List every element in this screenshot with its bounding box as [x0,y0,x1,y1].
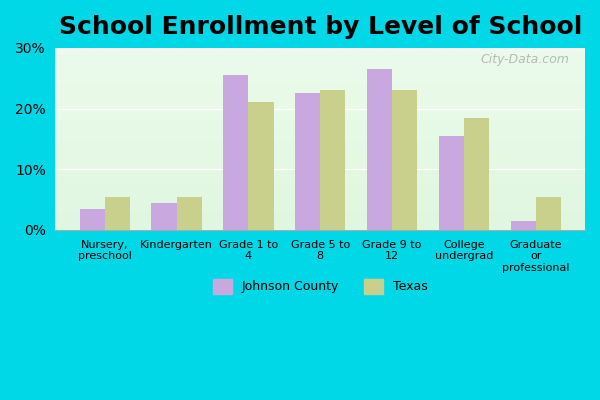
Bar [320,90,346,230]
Bar [248,102,274,230]
Bar [223,75,248,230]
Bar [151,202,176,230]
Bar [367,69,392,230]
Text: City-Data.com: City-Data.com [480,53,569,66]
Bar [439,136,464,230]
Bar [80,209,104,230]
Bar [104,196,130,230]
Bar [295,93,320,230]
Bar [392,90,417,230]
Title: School Enrollment by Level of School: School Enrollment by Level of School [59,15,582,39]
Bar [536,196,561,230]
Bar [176,196,202,230]
Legend: Johnson County, Texas: Johnson County, Texas [206,272,434,300]
Bar [511,221,536,230]
Bar [464,118,489,230]
